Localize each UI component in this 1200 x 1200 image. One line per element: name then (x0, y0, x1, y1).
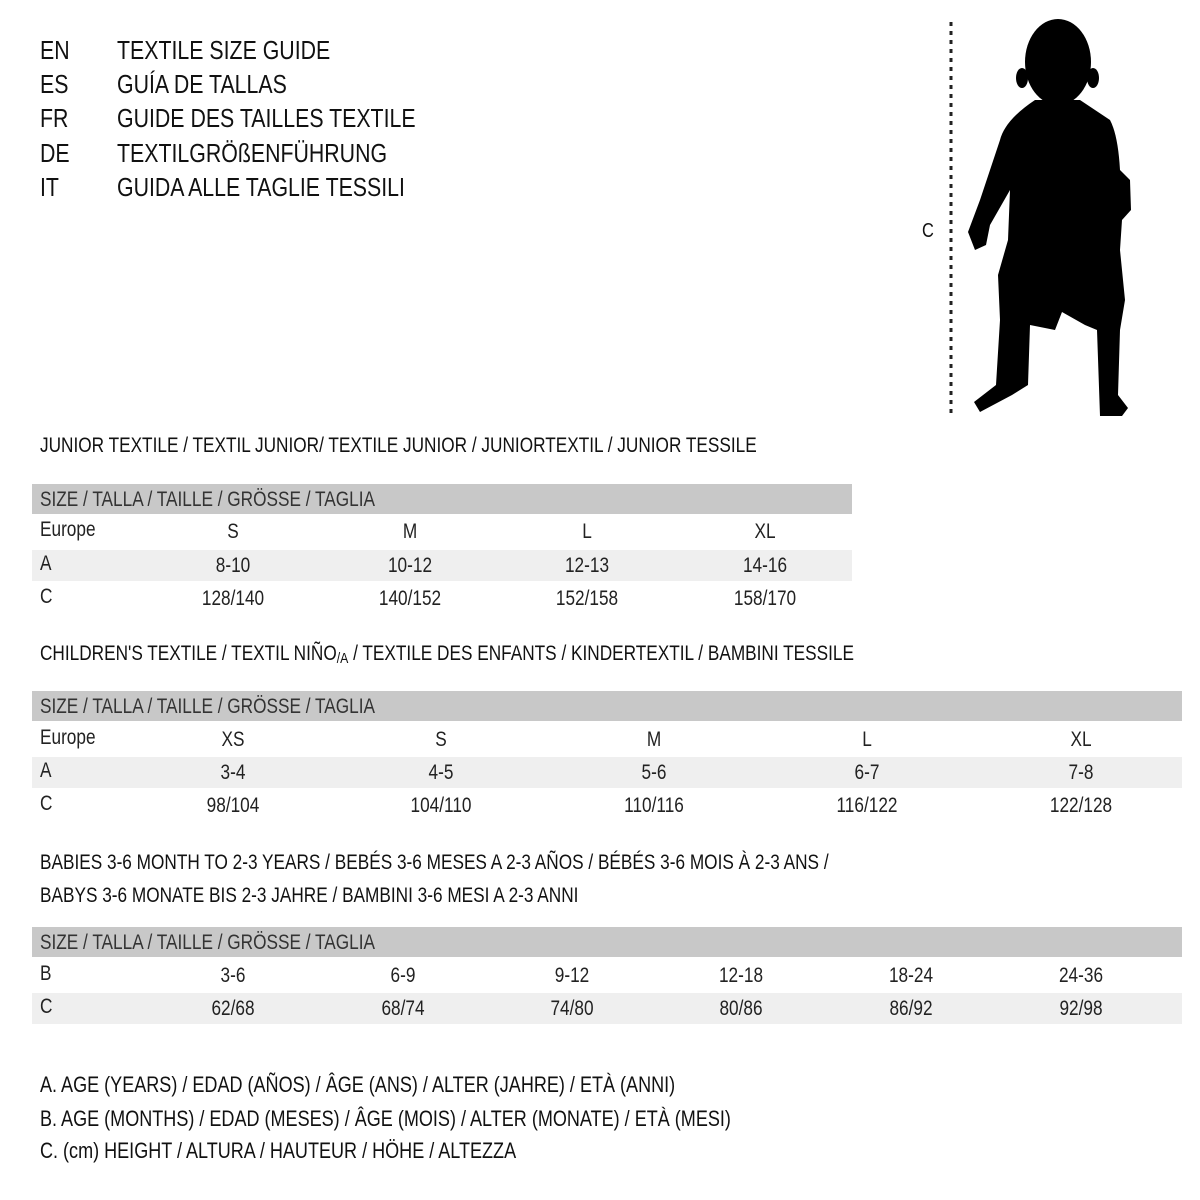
babies-size-bar: SIZE / TALLA / TAILLE / GRÖSSE / TAGLIA (32, 927, 1182, 957)
table-cell: 12-18 (718, 964, 764, 987)
children-size-bar: SIZE / TALLA / TAILLE / GRÖSSE / TAGLIA (32, 691, 1182, 721)
table-cell: 74/80 (550, 997, 594, 1020)
table-cell: 10-12 (387, 554, 433, 577)
row-stripe (32, 757, 1182, 788)
row-stripe (32, 993, 1182, 1024)
junior-heading: JUNIOR TEXTILE / TEXTIL JUNIOR/ TEXTILE … (40, 434, 757, 457)
lang-code: FR (40, 103, 69, 133)
row-label: C (40, 792, 53, 815)
junior-size-bar: SIZE / TALLA / TAILLE / GRÖSSE / TAGLIA (32, 484, 852, 514)
title-text: GUÍA DE TALLAS (117, 69, 287, 99)
table-cell: 3-4 (220, 761, 246, 784)
legend-b: B. AGE (MONTHS) / EDAD (MESES) / ÂGE (MO… (40, 1106, 731, 1131)
table-cell: 98/104 (206, 794, 260, 817)
height-label: C (922, 220, 934, 242)
title-text: TEXTILGRÖßENFÜHRUNG (117, 138, 388, 168)
babies-heading-line-2: BABYS 3-6 MONATE BIS 2-3 JAHRE / BAMBINI… (40, 884, 579, 907)
table-cell: XL (1070, 728, 1092, 751)
table-cell: 110/116 (624, 794, 684, 817)
table-cell: 6-9 (390, 964, 416, 987)
table-cell: M (402, 520, 418, 543)
table-cell: 86/92 (889, 997, 933, 1020)
table-cell: 116/122 (836, 794, 898, 817)
table-cell: 3-6 (220, 964, 246, 987)
row-label: Europe (40, 518, 96, 541)
legend-a: A. AGE (YEARS) / EDAD (AÑOS) / ÂGE (ANS)… (40, 1072, 676, 1097)
table-cell: 8-10 (215, 554, 251, 577)
table-cell: 68/74 (381, 997, 425, 1020)
table-cell: 14-16 (742, 554, 788, 577)
table-cell: 158/170 (733, 587, 797, 610)
size-bar-label: SIZE / TALLA / TAILLE / GRÖSSE / TAGLIA (40, 931, 375, 954)
title-text: GUIDE DES TAILLES TEXTILE (117, 103, 416, 133)
title-text: TEXTILE SIZE GUIDE (117, 35, 331, 65)
table-cell: 12-13 (564, 554, 610, 577)
table-cell: 62/68 (211, 997, 255, 1020)
table-cell: 92/98 (1059, 997, 1103, 1020)
table-cell: 24-36 (1058, 964, 1104, 987)
children-heading: CHILDREN'S TEXTILE / TEXTIL NIÑO/A / TEX… (40, 642, 854, 667)
table-cell: XS (221, 728, 245, 751)
table-cell: M (646, 728, 662, 751)
row-label: Europe (40, 726, 96, 749)
table-cell: S (435, 728, 447, 751)
babies-heading-line-1: BABIES 3-6 MONTH TO 2-3 YEARS / BEBÉS 3-… (40, 851, 829, 874)
table-cell: 18-24 (888, 964, 934, 987)
lang-code: DE (40, 138, 70, 168)
size-bar-label: SIZE / TALLA / TAILLE / GRÖSSE / TAGLIA (40, 488, 375, 511)
child-silhouette-figure (949, 19, 1131, 416)
table-cell: 7-8 (1068, 761, 1094, 784)
table-cell: 128/140 (201, 587, 265, 610)
silhouette-body (968, 100, 1131, 416)
row-stripe (32, 550, 852, 581)
table-cell: 6-7 (854, 761, 880, 784)
lang-code: ES (40, 69, 69, 99)
table-cell: 4-5 (428, 761, 454, 784)
table-cell: S (227, 520, 239, 543)
row-label: A (40, 552, 52, 575)
lang-code: EN (40, 35, 70, 65)
size-bar-label: SIZE / TALLA / TAILLE / GRÖSSE / TAGLIA (40, 695, 375, 718)
table-cell: L (862, 728, 872, 751)
table-cell: XL (754, 520, 776, 543)
table-cell: 5-6 (641, 761, 667, 784)
table-cell: 140/152 (378, 587, 442, 610)
row-label: C (40, 995, 53, 1018)
table-cell: 104/110 (410, 794, 472, 817)
lang-code: IT (40, 172, 59, 202)
row-label: B (40, 962, 52, 985)
table-cell: L (582, 520, 592, 543)
table-cell: 9-12 (554, 964, 590, 987)
title-text: GUIDA ALLE TAGLIE TESSILI (117, 172, 405, 202)
row-label: A (40, 759, 52, 782)
table-cell: 122/128 (1049, 794, 1113, 817)
silhouette-head (1025, 19, 1091, 105)
legend-c: C. (cm) HEIGHT / ALTURA / HAUTEUR / HÖHE… (40, 1138, 517, 1163)
row-label: C (40, 585, 53, 608)
table-cell: 80/86 (719, 997, 763, 1020)
table-cell: 152/158 (555, 587, 619, 610)
